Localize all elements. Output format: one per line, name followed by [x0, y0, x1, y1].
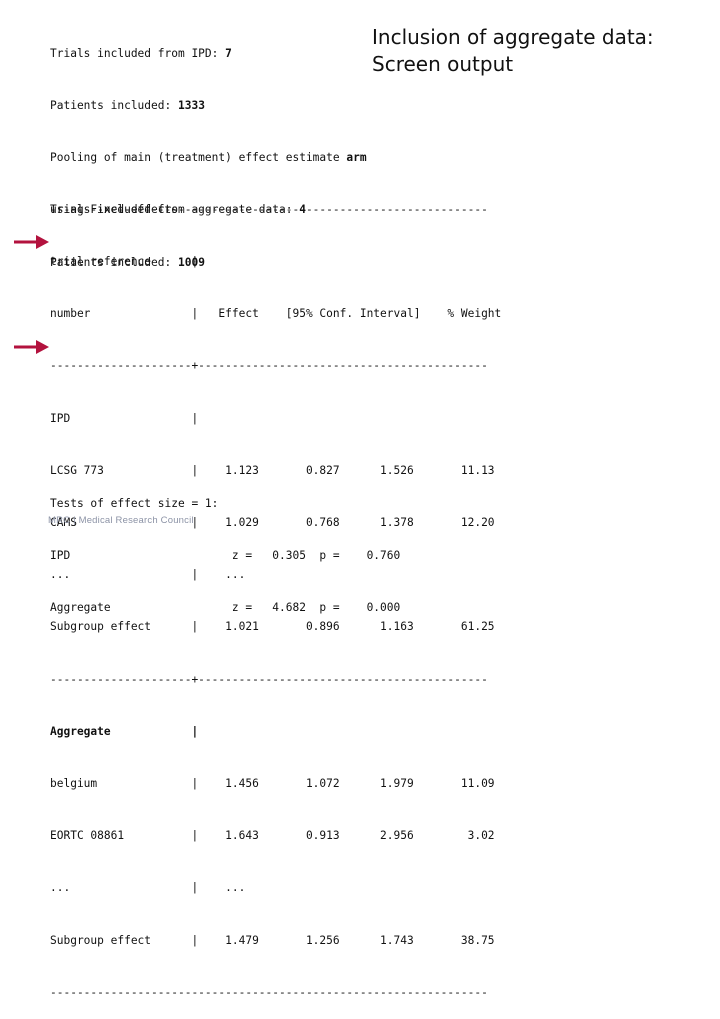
pooling-block: Pooling of main (treatment) effect estim… [50, 114, 367, 236]
agg-patients-label: Patients included: [50, 255, 172, 269]
tests-row-aggregate: Aggregate z = 4.682 p = 0.000 [50, 601, 401, 615]
ipd-trials-label: Trials included from IPD: [50, 46, 219, 60]
table-rule-mid-1: ---------------------+------------------… [50, 359, 488, 373]
ipd-patients-value: 1333 [178, 99, 205, 113]
table-row: LCSG 773 | 1.123 0.827 1.526 11.13 [50, 463, 495, 477]
ipd-patients-label: Patients included: [50, 99, 172, 113]
table-row-aggregate-subgroup: Subgroup effect | 1.479 1.256 1.743 38.7… [50, 933, 495, 947]
table-row: EORTC 08861 | 1.643 0.913 2.956 3.02 [50, 829, 495, 843]
slide-title-line-2: Screen output [372, 52, 514, 76]
table-row: ... | ... [50, 881, 246, 895]
agg-trials-label: Trials included from aggregate data: [50, 203, 293, 217]
tests-heading: Tests of effect size = 1: [50, 496, 219, 510]
table-rule-top: ----------------------------------------… [50, 202, 488, 216]
tests-block: Tests of effect size = 1: IPD z = 0.305 … [50, 460, 400, 634]
table-row-aggregate-heading: Aggregate | [50, 724, 199, 738]
summary-block: Trials included from IPD: 7 Patients inc… [50, 10, 306, 288]
agg-trials-value: 4 [299, 203, 306, 217]
table-header-2: number | Effect [95% Conf. Interval] % W… [50, 307, 502, 321]
pooling-variable: arm [346, 150, 367, 164]
pooling-text: Pooling of main (treatment) effect estim… [50, 150, 340, 164]
mrc-logo: MRC | Medical Research Council [48, 515, 194, 526]
ipd-trials-value: 7 [225, 46, 232, 60]
table-row-ipd-heading: IPD | [50, 411, 199, 425]
agg-patients-value: 1009 [178, 255, 205, 269]
agg-trials-line: Trials included from aggregate data: 4 [50, 201, 306, 218]
agg-patients-line: Patients included: 1009 [50, 254, 306, 271]
pooling-line-2: using Fixed-effects [50, 203, 178, 217]
slide-title-line-1: Inclusion of aggregate data: [372, 25, 654, 49]
slide-title: Inclusion of aggregate data: Screen outp… [372, 24, 654, 78]
tests-row-ipd: IPD z = 0.305 p = 0.760 [50, 549, 401, 563]
table-header-1: trial reference | [50, 255, 199, 269]
right-arrow-icon [14, 340, 49, 354]
ipd-trials-line: Trials included from IPD: 7 [50, 45, 306, 62]
table-rule-bottom: ----------------------------------------… [50, 985, 488, 999]
table-row: CAMS | 1.029 0.768 1.378 12.20 [50, 516, 495, 530]
right-arrow-icon [14, 235, 49, 249]
table-row: belgium | 1.456 1.072 1.979 11.09 [50, 777, 495, 791]
table-rule-mid-2: ---------------------+------------------… [50, 672, 488, 686]
ipd-patients-line: Patients included: 1333 [50, 97, 306, 114]
pooling-line-1: Pooling of main (treatment) effect estim… [50, 149, 367, 166]
